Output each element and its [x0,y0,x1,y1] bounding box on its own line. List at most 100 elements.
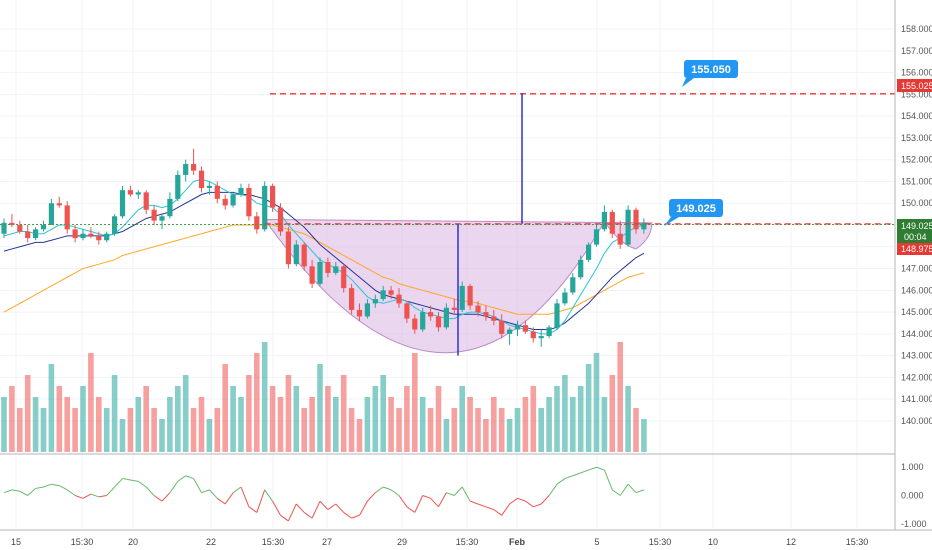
volume-bar [56,386,63,452]
countdown-label: 00:04 [904,232,927,242]
volume-bar [491,397,497,452]
osc-segment [59,485,68,491]
target-axis-tag: 155.025 [897,79,932,92]
osc-segment [485,506,494,511]
candle-body [578,259,584,278]
volume-bar [96,397,102,452]
candle-body [159,216,165,221]
candle-body [428,312,434,317]
osc-segment [311,500,321,519]
y-tick-label: 145.000 [901,307,932,317]
volume-bar [585,364,592,452]
candle [175,170,181,202]
candle [96,231,102,245]
candle [104,231,110,243]
x-tick-label: 29 [397,537,407,547]
volume-bar [514,408,521,452]
x-tick-label: 22 [206,537,216,547]
candle [325,257,331,278]
osc-segment [209,489,218,499]
osc-segment [564,475,573,480]
volume-bar [554,386,560,452]
candle [578,255,584,280]
candle-body [625,209,631,245]
ma-fast-line [3,178,645,335]
candle [483,305,489,321]
osc-segment [627,483,637,494]
volume-bar [577,386,584,452]
osc-segment [90,493,99,498]
candle [435,312,442,332]
target-axis-label: 155.025 [901,81,932,91]
osc-segment [469,500,479,505]
neckline-callout[interactable]: 149.025 [664,199,723,226]
osc-segment [398,495,408,508]
x-tick-label: 12 [786,537,796,547]
osc-segment [177,475,186,482]
candle-body [238,187,244,195]
moving-averages [3,178,645,335]
osc-segment [114,478,123,488]
target-callout[interactable]: 155.050 [682,60,738,87]
candle-body [167,198,173,217]
volume-bar [32,397,39,452]
volume-bar [364,397,371,452]
candle [246,183,252,221]
candle [40,220,47,232]
volume-bar [325,386,331,452]
osc-segment [430,497,439,508]
osc-segment [3,489,13,494]
osc-segment [272,500,281,516]
volume-bar [151,408,157,452]
volume-bar [546,397,552,452]
volume-bar [159,419,165,452]
x-tick-label: Feb [509,537,526,547]
candle [562,288,568,306]
candle-body [522,325,528,332]
volume-bar [80,386,86,452]
candle [625,205,631,247]
osc-segment [35,486,44,489]
osc-segment [106,486,115,496]
candle [254,211,260,234]
osc-segment [138,480,147,488]
volume-bar [198,397,205,452]
x-tick-label: 15:30 [71,537,94,547]
candle-body [25,231,31,239]
candle [530,327,536,343]
volume-bar [633,408,639,452]
y-tick-label: 142.000 [901,372,932,382]
candle-body [80,233,86,239]
candle [88,227,94,239]
candle [159,214,165,230]
volume-bar [388,397,394,452]
candle [262,181,268,232]
osc-segment [446,492,455,496]
volume-bar [412,353,418,452]
candle-body [254,216,260,230]
candle-body [301,244,307,267]
candle-body [507,329,513,334]
candle-body [293,244,299,265]
candle-body [412,318,418,330]
osc-segment [367,492,376,502]
candle [554,299,560,330]
candle [119,185,126,219]
candle [1,218,7,239]
candle-body [222,198,228,206]
osc-segment [303,512,313,519]
candle [380,285,386,302]
candle-body [17,225,23,232]
osc-segment [43,483,52,488]
volume-bar [356,419,363,452]
x-tick-label: 15 [11,537,21,547]
y-tick-label: 140.000 [901,416,932,426]
candle [25,225,31,243]
volume-bar [246,375,252,452]
candle [191,148,197,175]
candle-body [538,336,544,339]
osc-segment [548,483,558,496]
candle [277,203,284,236]
candle [522,320,528,334]
candle-body [554,303,560,328]
